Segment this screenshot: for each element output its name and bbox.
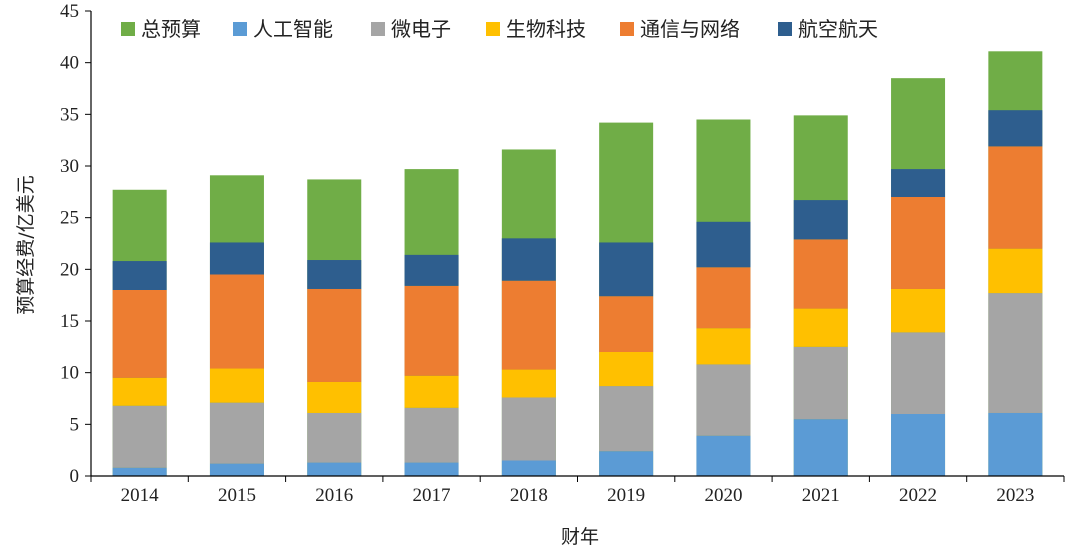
bar-segment-2-2016 [307, 412, 362, 463]
bar-segment-1-2017 [404, 462, 459, 476]
bar-segment-3-2016 [307, 381, 362, 413]
bar-segment-4-2014 [112, 290, 167, 378]
bar-segment-2-2023 [988, 293, 1043, 413]
x-tick-label: 2019 [607, 485, 645, 506]
bar-segment-5-2021 [793, 200, 848, 240]
y-tick-label: 30 [60, 156, 79, 177]
x-tick-label: 2020 [704, 485, 742, 506]
bar-segment-5-2023 [988, 110, 1043, 147]
bar-segment-3-2020 [696, 328, 751, 365]
legend-label: 总预算 [141, 17, 201, 41]
legend-label: 生物科技 [506, 17, 586, 41]
bar-segment-4-2020 [696, 267, 751, 329]
bar-segment-2-2022 [891, 332, 946, 414]
y-tick-label: 15 [60, 311, 79, 332]
legend-swatch [486, 22, 500, 36]
x-tick-label: 2022 [899, 485, 937, 506]
bar-segment-2-2020 [696, 364, 751, 436]
legend-swatch [371, 22, 385, 36]
y-axis-title: 预算经费/亿美元 [15, 175, 37, 314]
bar-segment-3-2021 [793, 308, 848, 347]
bar-segment-5-2020 [696, 221, 751, 268]
x-tick-label: 2014 [121, 485, 160, 506]
bar-segment-2-2015 [209, 402, 264, 464]
legend-label: 人工智能 [253, 17, 333, 41]
bar-segment-5-2017 [404, 254, 459, 286]
bar-segment-2-2019 [599, 386, 654, 452]
x-axis-title: 财年 [561, 526, 599, 548]
bar-segment-4-2018 [501, 280, 556, 370]
bar-segment-2-2014 [112, 405, 167, 468]
bar-segment-5-2018 [501, 238, 556, 281]
bar-segment-5-2022 [891, 169, 946, 197]
bar-segment-1-2022 [891, 414, 946, 476]
bar-segment-5-2015 [209, 242, 264, 275]
x-tick-label: 2018 [510, 485, 548, 506]
y-tick-label: 40 [60, 53, 79, 74]
bar-segment-2-2021 [793, 346, 848, 420]
bar-segment-1-2016 [307, 462, 362, 476]
bar-segment-4-2021 [793, 239, 848, 309]
bar-segment-2-2018 [501, 397, 556, 461]
bar-segment-1-2019 [599, 451, 654, 476]
legend: 总预算 人工智能 微电子 生物科技 通信与网络 航空航天 [121, 17, 878, 41]
bar-segment-3-2017 [404, 375, 459, 408]
x-tick-label: 2017 [413, 485, 451, 506]
y-tick-label: 35 [60, 104, 79, 125]
legend-label: 微电子 [391, 17, 451, 41]
legend-label: 通信与网络 [640, 17, 740, 41]
axes-layer: 2014 2015 2016 2017 2018 2019 2020 2021 2022 2023… [60, 1, 1065, 506]
bar-segment-1-2020 [696, 435, 751, 476]
bar-segment-4-2019 [599, 296, 654, 352]
y-tick-label: 10 [60, 363, 79, 384]
bars-layer [112, 51, 1043, 477]
bar-segment-3-2014 [112, 377, 167, 406]
legend-swatch [233, 22, 247, 36]
legend-swatch [778, 22, 792, 36]
legend-label: 航空航天 [798, 17, 878, 41]
bar-segment-4-2022 [891, 197, 946, 289]
x-tick-label: 2023 [996, 485, 1034, 506]
bar-segment-3-2019 [599, 352, 654, 387]
bar-segment-3-2015 [209, 368, 264, 403]
bar-segment-4-2017 [404, 285, 459, 376]
y-tick-label: 45 [60, 1, 79, 22]
y-tick-label: 25 [60, 208, 79, 229]
legend-swatch [620, 22, 634, 36]
bar-segment-3-2022 [891, 288, 946, 333]
bar-segment-4-2016 [307, 288, 362, 382]
bar-segment-1-2021 [793, 419, 848, 476]
y-tick-label: 5 [70, 414, 80, 435]
bar-segment-5-2019 [599, 242, 654, 297]
bar-segment-3-2023 [988, 248, 1043, 294]
bar-segment-1-2014 [112, 467, 167, 476]
bar-segment-4-2023 [988, 146, 1043, 249]
bar-segment-4-2015 [209, 274, 264, 369]
bar-segment-3-2018 [501, 369, 556, 398]
bar-segment-5-2016 [307, 260, 362, 289]
bar-segment-5-2014 [112, 261, 167, 290]
bar-segment-1-2018 [501, 460, 556, 476]
x-tick-label: 2015 [218, 485, 256, 506]
x-tick-label: 2021 [802, 485, 840, 506]
bar-segment-2-2017 [404, 407, 459, 463]
y-tick-label: 0 [70, 466, 80, 487]
legend-swatch [121, 22, 135, 36]
bar-segment-1-2023 [988, 412, 1043, 476]
x-tick-label: 2016 [315, 485, 353, 506]
y-tick-label: 20 [60, 259, 79, 280]
bar-segment-1-2015 [209, 463, 264, 476]
